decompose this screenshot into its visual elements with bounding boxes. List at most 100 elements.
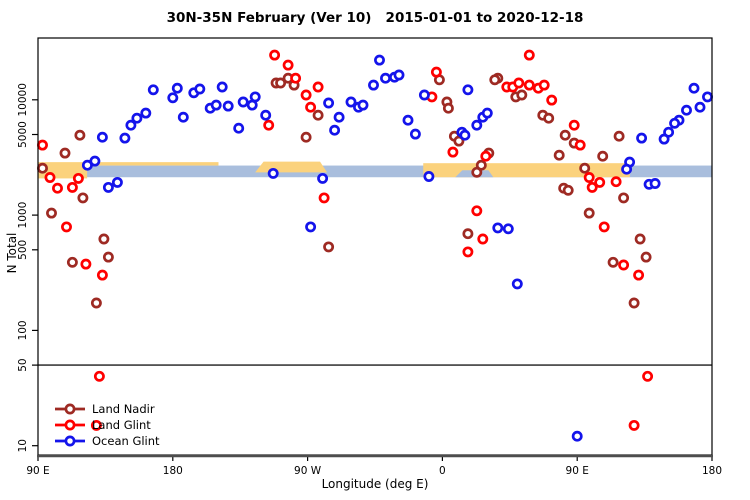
data-point [633, 269, 645, 281]
data-point [702, 91, 713, 103]
data-point [430, 66, 442, 78]
data-point [598, 221, 610, 233]
band [423, 163, 630, 178]
plot-frame [37, 37, 713, 456]
data-point [447, 146, 459, 158]
data-point [658, 133, 670, 145]
data-point [269, 49, 281, 61]
y-tick-label: 50 [17, 358, 29, 371]
data-point [380, 72, 391, 84]
data-point [167, 92, 179, 104]
data-point [453, 135, 465, 147]
legend-marker [64, 419, 76, 431]
data-point [502, 223, 514, 235]
data-point [492, 222, 504, 234]
data-point [171, 82, 183, 94]
data-point [210, 99, 222, 111]
data-point [300, 89, 312, 101]
x-tick-label: 0 [439, 465, 446, 477]
data-point [523, 49, 535, 61]
data-point [102, 251, 114, 263]
data-point [318, 192, 330, 204]
legend-marker [64, 435, 76, 447]
data-point [177, 111, 189, 123]
data-point [583, 172, 595, 183]
data-point [46, 207, 57, 219]
data-point [574, 139, 586, 151]
data-point [628, 297, 640, 309]
data-point [571, 430, 583, 442]
data-point [267, 167, 279, 179]
y-tick-label: 500 [17, 240, 29, 260]
data-point [621, 163, 633, 175]
data-point [636, 132, 648, 144]
data-point [475, 159, 487, 171]
data-point [66, 181, 78, 193]
data-point [553, 149, 565, 161]
data-point [688, 82, 700, 94]
series-land-nadir [37, 72, 652, 309]
data-point [96, 269, 108, 281]
data-point [418, 89, 430, 101]
data-point [44, 172, 56, 183]
data-point [618, 192, 630, 204]
y-tick-label: 1000 [17, 202, 29, 229]
data-point [471, 119, 483, 131]
data-point [597, 150, 609, 162]
data-point [140, 107, 152, 119]
data-point [594, 176, 606, 188]
data-point [568, 119, 580, 131]
data-point [462, 228, 474, 240]
data-point [72, 172, 84, 184]
data-point [681, 104, 692, 116]
data-point [628, 419, 640, 431]
data-point [618, 259, 630, 271]
x-tick-label: 90 W [294, 465, 322, 477]
legend-item-land-glint: Land Glint [55, 418, 151, 432]
data-point [74, 129, 86, 141]
legend-label: Land Nadir [92, 402, 155, 416]
data-point [374, 54, 385, 66]
data-point [93, 370, 105, 382]
data-point [579, 162, 591, 174]
x-tick-label: 180 [702, 465, 722, 477]
data-point [586, 181, 598, 193]
data-point [634, 233, 646, 245]
data-point [442, 102, 454, 114]
legend-item-ocean-glint: Ocean Glint [55, 434, 160, 448]
data-point [37, 139, 48, 151]
data-point [282, 59, 294, 71]
data-point [423, 171, 435, 182]
data-point [59, 147, 71, 159]
y-tick-label: 10 [17, 439, 29, 452]
data-point [233, 122, 245, 134]
data-point [119, 132, 131, 144]
y-tick-label: 5000 [17, 121, 29, 148]
data-point [480, 150, 492, 162]
data-point [222, 100, 234, 112]
data-point [345, 96, 357, 108]
data-point [300, 131, 312, 143]
series-ocean-glint [81, 54, 713, 442]
data-point [562, 184, 574, 196]
data-point [249, 91, 261, 103]
data-point [669, 117, 681, 129]
data-point [459, 129, 471, 141]
data-point [66, 256, 78, 268]
x-tick-label: 90 E [26, 465, 49, 477]
data-point [147, 84, 159, 96]
legend-marker [64, 403, 76, 415]
data-point [513, 77, 525, 89]
data-point [329, 124, 341, 136]
band [87, 162, 219, 166]
data-point [131, 112, 143, 124]
data-point [489, 74, 501, 86]
data-point [462, 246, 474, 258]
data-point [290, 72, 302, 84]
data-point [96, 131, 108, 143]
band [38, 165, 712, 178]
data-point [312, 81, 324, 93]
data-point [305, 221, 317, 233]
data-point [90, 419, 102, 431]
